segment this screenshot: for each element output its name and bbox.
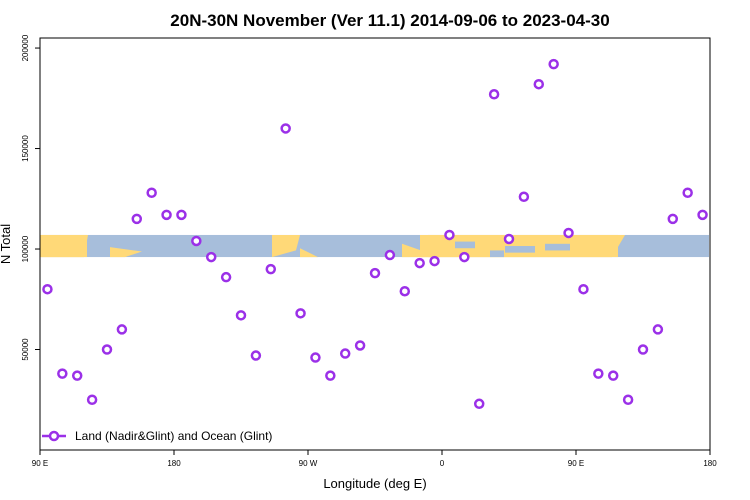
data-point bbox=[57, 368, 68, 379]
map-ocean bbox=[490, 250, 504, 258]
legend-marker bbox=[48, 430, 60, 442]
data-point bbox=[161, 209, 172, 221]
map-ocean bbox=[455, 241, 475, 249]
data-point bbox=[533, 78, 545, 90]
data-point bbox=[697, 209, 708, 221]
map-land bbox=[402, 243, 440, 258]
map-land bbox=[110, 247, 142, 258]
data-point bbox=[488, 89, 500, 100]
data-point bbox=[369, 267, 381, 279]
data-point bbox=[191, 235, 202, 247]
x-tick-label: 0 bbox=[440, 459, 445, 468]
data-point bbox=[146, 187, 157, 199]
data-point bbox=[131, 213, 143, 225]
map-ocean bbox=[545, 243, 570, 251]
data-point bbox=[503, 233, 515, 245]
y-axis-label: N Total bbox=[0, 224, 13, 264]
plot-frame bbox=[39, 37, 711, 451]
y-tick-label: 50000 bbox=[21, 338, 30, 361]
data-point bbox=[354, 340, 366, 351]
legend: Land (Nadir&Glint) and Ocean (Glint) bbox=[42, 429, 272, 443]
data-point bbox=[518, 191, 530, 203]
map-ocean bbox=[505, 246, 535, 253]
y-tick-label: 200000 bbox=[21, 34, 30, 61]
data-point bbox=[607, 370, 619, 381]
data-point bbox=[593, 368, 604, 379]
data-points bbox=[42, 58, 708, 410]
data-point bbox=[563, 227, 574, 239]
data-point bbox=[667, 213, 679, 225]
data-point bbox=[578, 283, 589, 295]
data-point bbox=[176, 209, 187, 221]
x-tick-label: 180 bbox=[167, 459, 181, 468]
data-point bbox=[444, 229, 455, 241]
data-point bbox=[459, 251, 470, 263]
data-point bbox=[548, 58, 559, 70]
x-tick-label: 90 E bbox=[568, 459, 584, 468]
data-point bbox=[622, 394, 634, 406]
data-point bbox=[205, 251, 217, 263]
data-point bbox=[220, 271, 232, 283]
data-point bbox=[280, 123, 291, 134]
data-point bbox=[250, 350, 262, 361]
legend-label: Land (Nadir&Glint) and Ocean (Glint) bbox=[75, 429, 272, 443]
y-tick-label: 100000 bbox=[21, 235, 30, 262]
chart-title: 20N-30N November (Ver 11.1) 2014-09-06 t… bbox=[170, 11, 609, 30]
x-tick-label: 90 W bbox=[299, 459, 318, 468]
data-point bbox=[399, 285, 411, 297]
map-strip bbox=[40, 234, 709, 258]
data-point bbox=[339, 348, 351, 359]
data-point bbox=[71, 370, 83, 381]
data-point bbox=[325, 370, 336, 381]
x-axis: 90 E 180 90 W 0 90 E 180 bbox=[32, 450, 717, 468]
data-point bbox=[414, 257, 425, 269]
data-point bbox=[637, 344, 649, 355]
data-point bbox=[295, 308, 306, 319]
data-point bbox=[384, 249, 396, 261]
x-tick-label: 90 E bbox=[32, 459, 48, 468]
data-point bbox=[310, 352, 321, 363]
data-point bbox=[652, 324, 664, 335]
map-land bbox=[300, 248, 318, 258]
y-axis: 50000 100000 150000 200000 bbox=[21, 34, 40, 361]
data-point bbox=[116, 324, 128, 335]
map-land bbox=[41, 234, 87, 258]
data-point bbox=[42, 283, 53, 295]
data-point bbox=[682, 187, 693, 199]
x-tick-label: 180 bbox=[703, 459, 717, 468]
data-point bbox=[473, 398, 485, 410]
data-point bbox=[265, 263, 277, 275]
x-axis-label: Longitude (deg E) bbox=[323, 476, 426, 491]
data-point bbox=[86, 394, 98, 406]
data-point bbox=[429, 255, 440, 267]
map-land bbox=[272, 234, 300, 258]
y-tick-label: 150000 bbox=[21, 135, 30, 162]
data-point bbox=[235, 310, 247, 321]
data-point bbox=[101, 344, 113, 355]
